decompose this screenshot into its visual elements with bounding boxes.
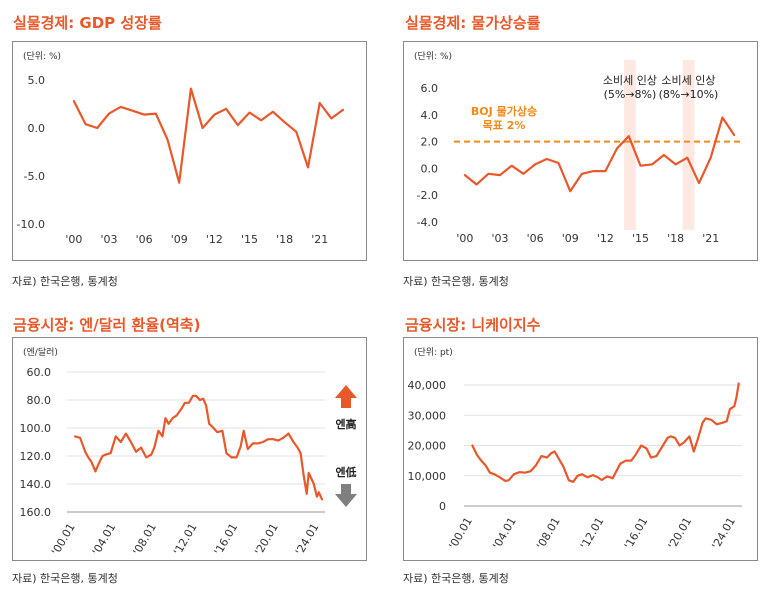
panel-title: 실물경제: 물가상승률 bbox=[405, 14, 541, 32]
source-note: 자료) 한국은행, 통계청 bbox=[12, 275, 118, 288]
series-line bbox=[463, 116, 736, 193]
y-tick-label: 6.0 bbox=[421, 82, 439, 95]
x-tick-label: '16.01 bbox=[212, 521, 241, 557]
x-tick-label: '15 bbox=[241, 233, 258, 246]
x-tick-label: '12 bbox=[206, 233, 223, 246]
unit-label: (단위: %) bbox=[23, 52, 62, 62]
shade-annotation: (8%→10%) bbox=[659, 88, 719, 101]
x-tick-label: '24.01 bbox=[710, 515, 739, 551]
target-label: BOJ 물가상승 bbox=[471, 104, 537, 118]
shaded-period bbox=[682, 60, 695, 230]
x-tick-label: '09 bbox=[562, 232, 579, 245]
gdp-chart: 5.0 0.0 -5.0 -10.0 '00 '03 '06 '09 '12 '15 '18 '21 bbox=[17, 74, 345, 246]
unit-label: (엔/달러) bbox=[23, 348, 58, 358]
y-tick-label: -10.0 bbox=[17, 218, 45, 231]
y-tick-label: 20,000 bbox=[408, 440, 447, 453]
unit-label: (단위: %) bbox=[414, 52, 453, 62]
source-note: 자료) 한국은행, 통계청 bbox=[403, 572, 509, 585]
x-tick-label: '00.01 bbox=[446, 515, 475, 551]
panel-title: 실물경제: GDP 성장률 bbox=[13, 14, 162, 32]
y-tick-label: 5.0 bbox=[28, 74, 46, 87]
chart-frame-fx: (엔/달러) 60.0 80.0 100.0 120.0 140.0 160.0 '00.0… bbox=[12, 337, 367, 561]
x-tick-label: '21 bbox=[311, 233, 328, 246]
x-tick-label: '09 bbox=[171, 233, 188, 246]
y-tick-label: 100.0 bbox=[20, 422, 52, 435]
x-tick-label: '00.01 bbox=[49, 521, 78, 557]
side-label-up: 엔高 bbox=[335, 417, 356, 431]
x-tick-label: '04.01 bbox=[90, 521, 119, 557]
y-tick-label: 140.0 bbox=[20, 478, 52, 491]
x-tick-label: '06 bbox=[136, 233, 153, 246]
source-note: 자료) 한국은행, 통계청 bbox=[12, 572, 118, 585]
x-tick-label: '18 bbox=[276, 233, 293, 246]
x-tick-label: '18 bbox=[667, 232, 684, 245]
nikkei-chart: 40,000 30,000 20,000 10,000 0'00.01 '04.01 '08… bbox=[408, 379, 742, 551]
x-tick-label: '20.01 bbox=[666, 515, 695, 551]
x-tick-label: '00 bbox=[65, 233, 82, 246]
y-tick-label: 40,000 bbox=[408, 379, 447, 392]
y-tick-label: 160.0 bbox=[20, 506, 52, 519]
x-tick-label: '04.01 bbox=[490, 515, 519, 551]
y-tick-label: 60.0 bbox=[27, 366, 52, 379]
y-tick-label: 0.0 bbox=[28, 122, 46, 135]
y-tick-label: 80.0 bbox=[27, 394, 52, 407]
chart-frame-gdp: (단위: %) 5.0 0.0 -5.0 -10.0 '00 '03 '06 '09 '12 '1… bbox=[12, 41, 367, 261]
x-tick-label: '24.01 bbox=[293, 521, 322, 557]
chart-frame-cpi: (단위: %) 소비세 인상 (5%→8%) 소비세 인상 (8%→10%) 6.0 4.… bbox=[403, 41, 758, 261]
x-tick-label: '08.01 bbox=[534, 515, 563, 551]
x-tick-label: '12 bbox=[597, 232, 614, 245]
x-tick-label: '20.01 bbox=[252, 521, 281, 557]
x-tick-label: '12.01 bbox=[578, 515, 607, 551]
target-label: 목표 2% bbox=[483, 119, 526, 132]
arrow-down-icon bbox=[335, 484, 357, 507]
panel-title: 금융시장: 엔/달러 환율(역축) bbox=[13, 316, 201, 334]
series-line bbox=[72, 87, 345, 184]
y-tick-label: 0 bbox=[439, 500, 446, 513]
shade-annotation: (5%→8%) bbox=[604, 88, 657, 101]
shade-annotation: 소비세 인상 bbox=[603, 74, 657, 87]
y-tick-label: -4.0 bbox=[417, 216, 438, 229]
shade-annotation: 소비세 인상 bbox=[661, 74, 715, 87]
y-tick-label: -5.0 bbox=[24, 170, 45, 183]
y-tick-label: 120.0 bbox=[20, 450, 52, 463]
x-tick-label: '00 bbox=[456, 232, 473, 245]
side-label-down: 엔低 bbox=[335, 465, 356, 479]
x-tick-label: '03 bbox=[100, 233, 117, 246]
x-tick-label: '15 bbox=[632, 232, 649, 245]
source-note: 자료) 한국은행, 통계청 bbox=[403, 275, 509, 288]
cpi-chart: 소비세 인상(5%→8%)소비세 인상(8%→10%)6.04.02.00.0-… bbox=[417, 60, 740, 245]
shaded-period bbox=[624, 60, 636, 230]
y-tick-label: -2.0 bbox=[417, 189, 438, 202]
y-tick-label: 10,000 bbox=[408, 470, 447, 483]
x-tick-label: '12.01 bbox=[171, 521, 200, 557]
unit-label: (단위: pt) bbox=[414, 348, 453, 358]
y-tick-label: 2.0 bbox=[421, 136, 439, 149]
panel-title: 금융시장: 니케이지수 bbox=[405, 316, 541, 334]
chart-frame-nikkei: (단위: pt) 40,000 30,000 20,000 10,000 0'00.01… bbox=[403, 337, 758, 561]
x-tick-label: '21 bbox=[702, 232, 719, 245]
y-tick-label: 4.0 bbox=[421, 109, 439, 122]
y-tick-label: 0.0 bbox=[421, 162, 439, 175]
y-tick-label: 30,000 bbox=[408, 409, 447, 422]
x-tick-label: '06 bbox=[527, 232, 544, 245]
arrow-up-icon bbox=[335, 385, 357, 408]
x-tick-label: '16.01 bbox=[622, 515, 651, 551]
x-tick-label: '08.01 bbox=[130, 521, 159, 557]
fx-chart: 60.0 80.0 100.0 120.0 140.0 160.0 '00.01 '04.01… bbox=[20, 366, 357, 557]
x-tick-label: '03 bbox=[491, 232, 508, 245]
series-line bbox=[471, 382, 740, 483]
